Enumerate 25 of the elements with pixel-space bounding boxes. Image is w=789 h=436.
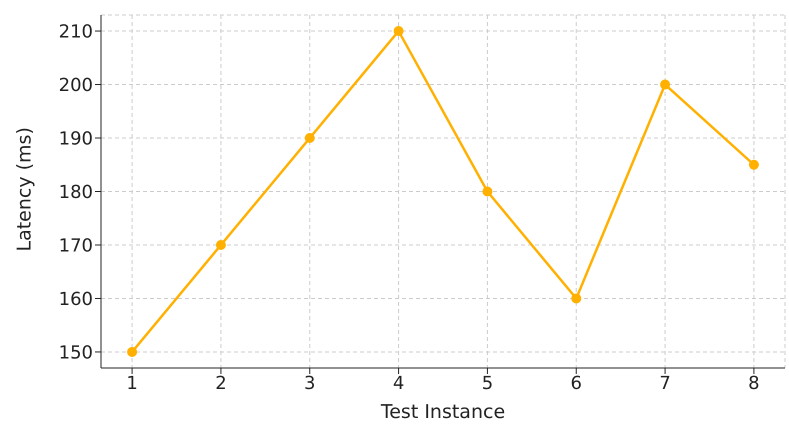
y-axis-title: Latency (ms) — [14, 127, 36, 252]
point — [571, 293, 582, 304]
point — [216, 240, 226, 250]
y-tick-label: 210 — [58, 21, 93, 42]
y-tick-label: 190 — [58, 128, 93, 150]
point — [304, 133, 315, 144]
point — [660, 80, 670, 90]
y-tick-label: 160 — [58, 288, 93, 310]
x-tick-label: 2 — [215, 372, 227, 394]
y-tick-label: 200 — [58, 74, 93, 96]
point — [127, 346, 138, 357]
y-tick-label: 170 — [58, 235, 93, 256]
x-axis-title: Test Instance — [380, 401, 506, 423]
x-tick-label: 5 — [482, 372, 494, 394]
x-tick-label: 1 — [126, 372, 138, 394]
x-tick-label: 4 — [392, 372, 404, 394]
x-tick-label: 7 — [659, 372, 671, 394]
y-tick-label: 180 — [58, 182, 93, 203]
point — [482, 186, 492, 196]
x-tick-label: 6 — [570, 372, 582, 394]
y-tick-label: 150 — [58, 342, 93, 364]
point — [394, 26, 404, 36]
point — [748, 160, 759, 170]
x-tick-label: 8 — [748, 372, 760, 394]
x-tick-label: 3 — [304, 372, 316, 394]
